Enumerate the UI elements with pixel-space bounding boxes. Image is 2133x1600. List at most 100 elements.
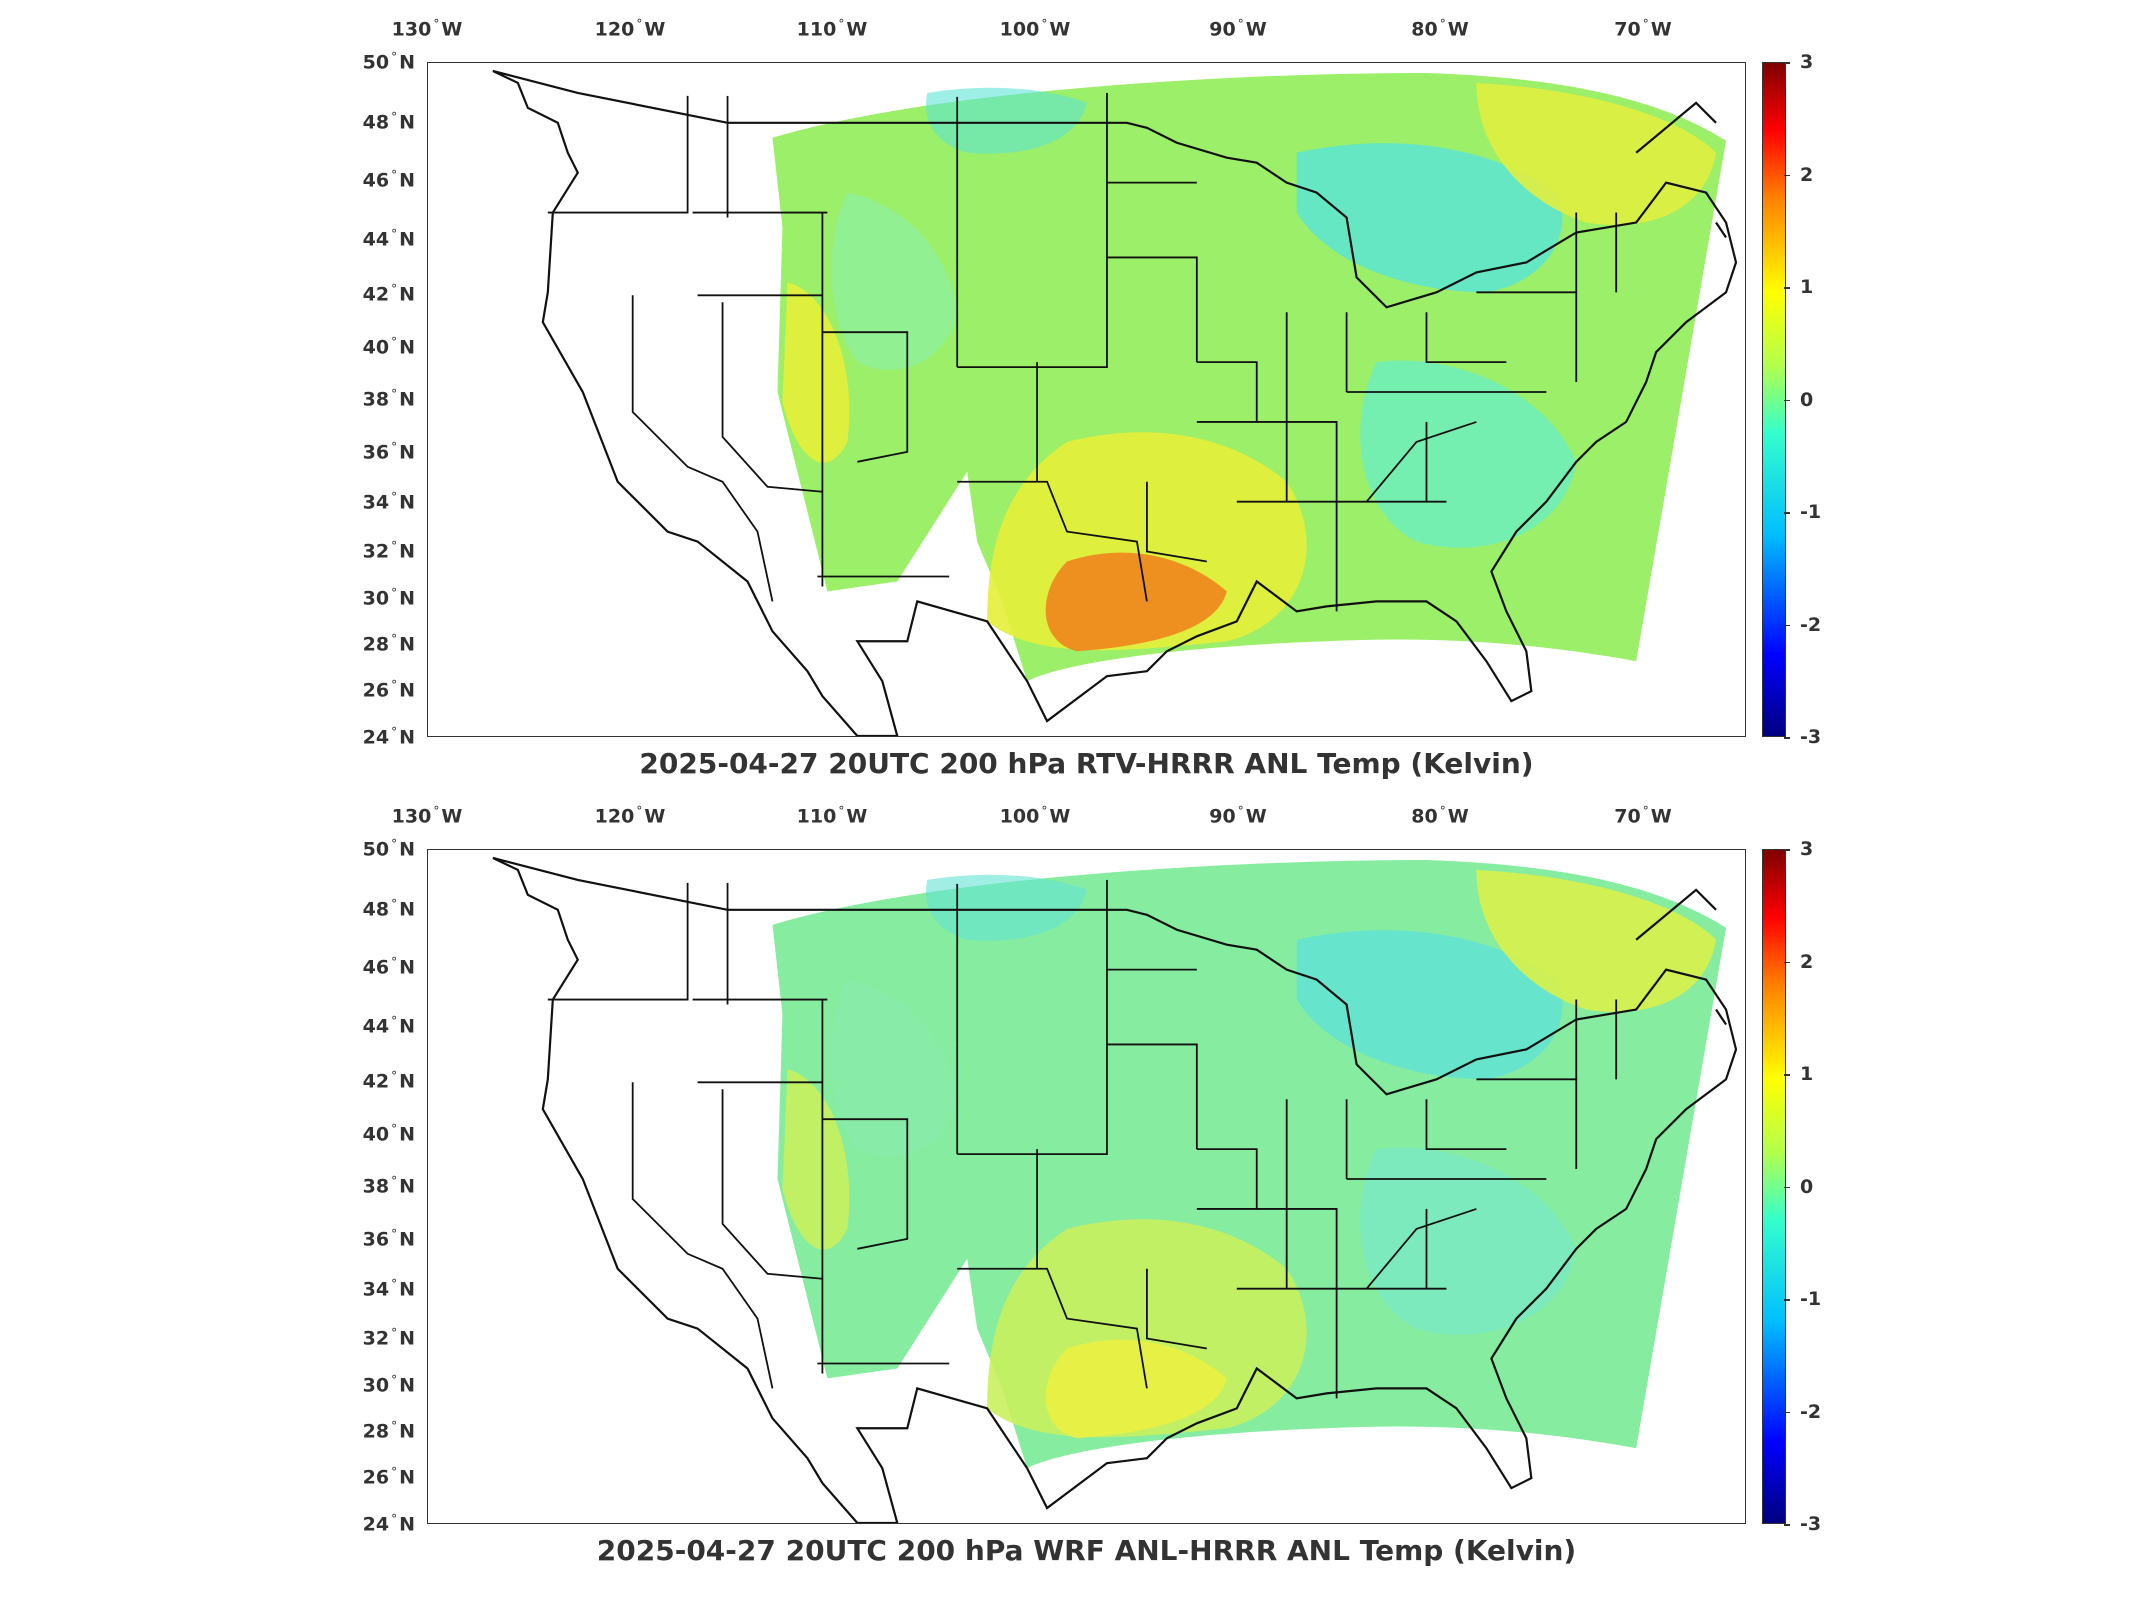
lat-label: 48 ° N xyxy=(362,897,415,921)
lat-label: 24 ° N xyxy=(362,725,415,749)
lat-label: 32 ° N xyxy=(362,1326,415,1350)
colorbar-tick-label: 1 xyxy=(1800,1063,1814,1085)
state-border xyxy=(631,1082,774,1389)
colorbar-tick-mark xyxy=(1784,1524,1790,1526)
coastline-canada xyxy=(1635,888,1727,1026)
lon-label: 70 ° W xyxy=(1614,804,1672,828)
colorbar-tick-mark xyxy=(1784,512,1790,514)
colorbar-tick-label: 1 xyxy=(1800,276,1814,298)
state-border xyxy=(1365,421,1477,503)
colorbar-tick-mark xyxy=(1784,1299,1790,1301)
lat-label: 42 ° N xyxy=(362,1069,415,1093)
lat-label: 40 ° N xyxy=(362,335,415,359)
colorbar-tick-mark xyxy=(1784,737,1790,739)
lat-label: 42 ° N xyxy=(362,282,415,306)
lon-label: 100 ° W xyxy=(999,804,1071,828)
lat-label: 46 ° N xyxy=(362,955,415,979)
state-border xyxy=(957,480,1148,602)
lat-label: 24 ° N xyxy=(362,1512,415,1536)
lat-label: 38 ° N xyxy=(362,1174,415,1198)
state-border xyxy=(1106,1043,1198,1150)
lat-label: 44 ° N xyxy=(362,227,415,251)
lat-label: 36 ° N xyxy=(362,440,415,464)
colorbar-tick-label: -1 xyxy=(1800,501,1822,523)
state-border xyxy=(1146,1268,1207,1350)
state-border xyxy=(1425,312,1507,364)
lat-label: 30 ° N xyxy=(362,586,415,610)
colorbar-tick-mark xyxy=(1784,174,1790,176)
lon-label: 120 ° W xyxy=(594,17,666,41)
colorbar-tick-label: 0 xyxy=(1800,388,1814,411)
state-border xyxy=(1196,361,1258,423)
lat-label: 38 ° N xyxy=(362,387,415,411)
lat-label: 28 ° N xyxy=(362,1419,415,1443)
colorbar xyxy=(1762,849,1786,1524)
lon-label: 70 ° W xyxy=(1614,17,1672,41)
coastline xyxy=(492,69,1738,736)
colorbar-tick-mark xyxy=(1784,1074,1790,1076)
lat-label: 34 ° N xyxy=(362,490,415,514)
lat-label: 44 ° N xyxy=(362,1014,415,1038)
state-border xyxy=(822,1118,909,1250)
lat-label: 36 ° N xyxy=(362,1227,415,1251)
lon-label: 110 ° W xyxy=(796,804,868,828)
state-border xyxy=(547,882,689,1001)
colorbar-tick-mark xyxy=(1784,1411,1790,1413)
colorbar-tick-label: -3 xyxy=(1800,1513,1822,1535)
temperature-field xyxy=(772,72,1727,682)
colorbar-tick-label: 0 xyxy=(1800,1175,1814,1198)
colorbar-tick-label: 3 xyxy=(1800,838,1814,860)
lon-label: 90 ° W xyxy=(1209,804,1267,828)
state-border xyxy=(957,968,1197,1155)
colorbar-tick-mark xyxy=(1784,624,1790,626)
state-border xyxy=(1146,481,1207,563)
lat-label: 46 ° N xyxy=(362,168,415,192)
lon-label: 90 ° W xyxy=(1209,17,1267,41)
plot-title: 2025-04-27 20UTC 200 hPa WRF ANL-HRRR AN… xyxy=(596,1534,1577,1567)
colorbar xyxy=(1762,62,1786,737)
colorbar-tick-label: 2 xyxy=(1800,163,1814,186)
lat-label: 26 ° N xyxy=(362,678,415,702)
colorbar-tick-mark xyxy=(1784,62,1790,64)
state-border xyxy=(1365,1208,1477,1290)
lat-label: 28 ° N xyxy=(362,632,415,656)
temperature-field xyxy=(772,859,1727,1469)
lon-label: 130 ° W xyxy=(391,17,463,41)
lat-label: 32 ° N xyxy=(362,539,415,563)
lon-label: 130 ° W xyxy=(391,804,463,828)
state-border xyxy=(822,331,909,463)
plot-title: 2025-04-27 20UTC 200 hPa RTV-HRRR ANL Te… xyxy=(639,747,1534,780)
colorbar-tick-label: -2 xyxy=(1800,1400,1822,1423)
colorbar-tick-label: -2 xyxy=(1800,613,1822,636)
lon-label: 80 ° W xyxy=(1411,17,1469,41)
colorbar-tick-label: -3 xyxy=(1800,726,1822,748)
lon-label: 100 ° W xyxy=(999,17,1071,41)
state-border xyxy=(721,302,823,493)
state-border xyxy=(1256,421,1338,612)
coastline xyxy=(492,856,1738,1523)
coastline-canada xyxy=(1635,101,1727,239)
state-border xyxy=(957,181,1197,368)
map-plot-rtv xyxy=(427,62,1746,737)
state-border xyxy=(1425,1099,1507,1151)
state-border xyxy=(721,1089,823,1280)
lat-label: 50 ° N xyxy=(362,837,415,861)
lat-label: 50 ° N xyxy=(362,50,415,74)
state-border xyxy=(1106,256,1198,363)
colorbar-tick-mark xyxy=(1784,849,1790,851)
lon-label: 120 ° W xyxy=(594,804,666,828)
colorbar-tick-mark xyxy=(1784,1186,1790,1188)
lat-label: 40 ° N xyxy=(362,1122,415,1146)
lat-label: 34 ° N xyxy=(362,1277,415,1301)
colorbar-tick-mark xyxy=(1784,961,1790,963)
map-plot-wrf xyxy=(427,849,1746,1524)
colorbar-tick-mark xyxy=(1784,399,1790,401)
lat-label: 48 ° N xyxy=(362,110,415,134)
lon-label: 110 ° W xyxy=(796,17,868,41)
colorbar-tick-label: -1 xyxy=(1800,1288,1822,1310)
lat-label: 26 ° N xyxy=(362,1465,415,1489)
state-border xyxy=(1256,1208,1338,1399)
state-border xyxy=(547,95,689,214)
state-border xyxy=(631,295,774,602)
colorbar-tick-label: 2 xyxy=(1800,950,1814,973)
